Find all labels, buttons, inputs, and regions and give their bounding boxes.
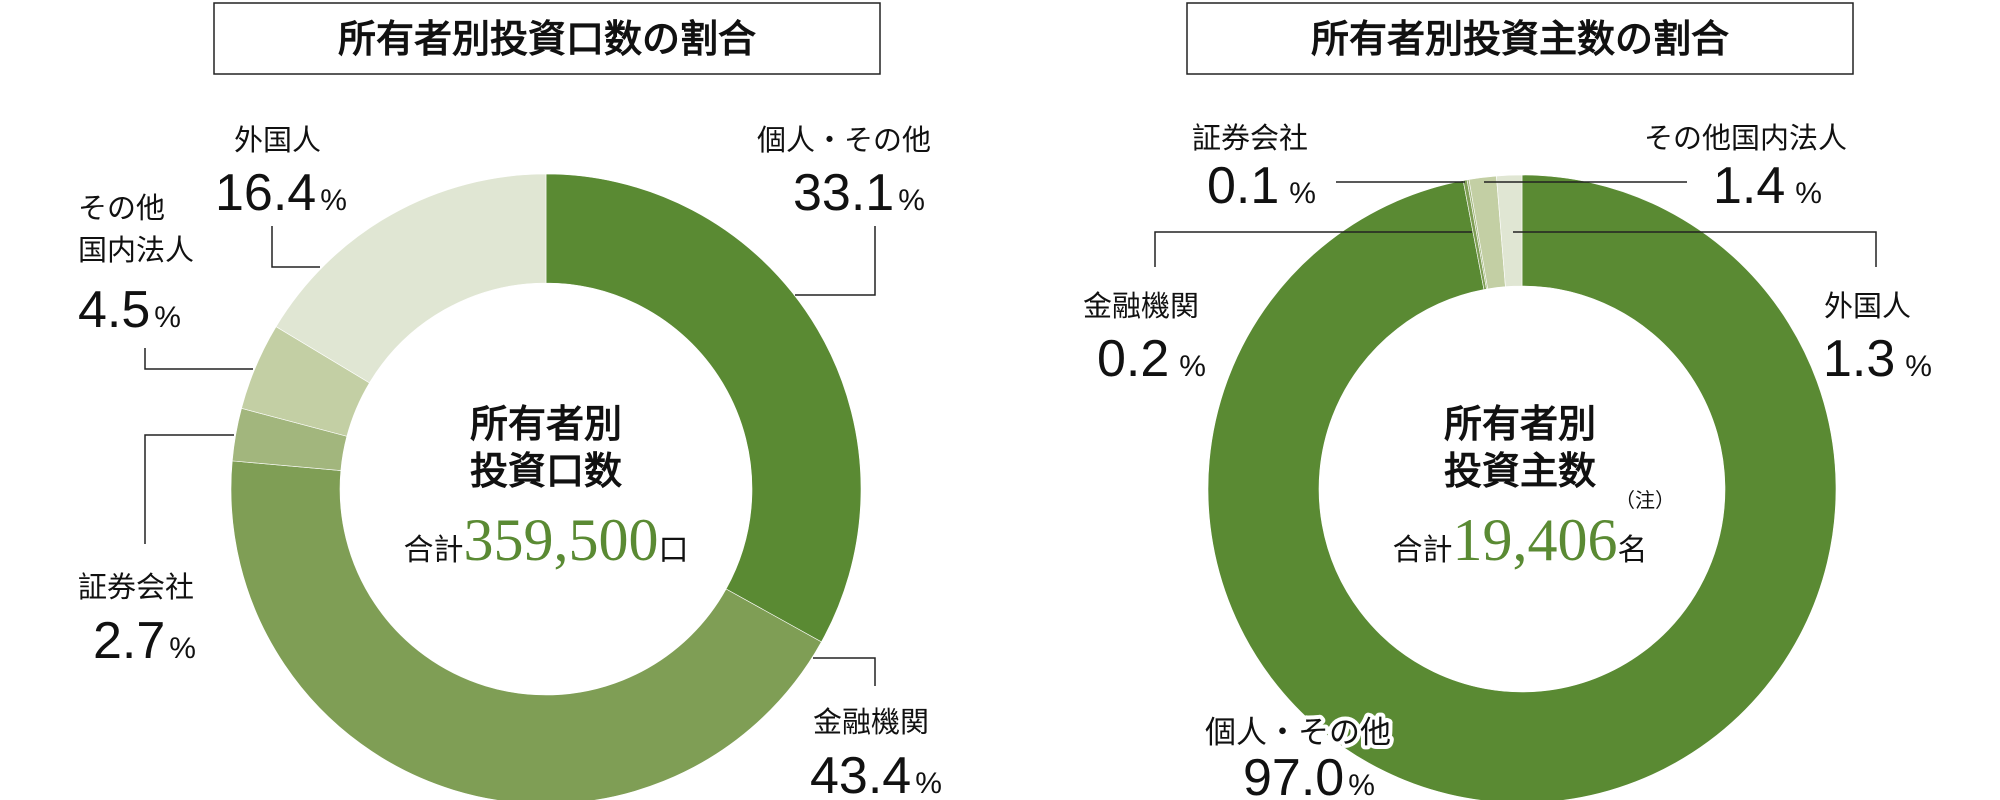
donut bbox=[230, 173, 862, 800]
unit: % bbox=[1905, 350, 1932, 383]
label-securities: 証券会社 bbox=[1192, 121, 1308, 155]
leader-line bbox=[1513, 231, 1877, 267]
value-label: 33.1 bbox=[793, 164, 894, 222]
total-value: 359,500 bbox=[464, 507, 659, 573]
unit: % bbox=[1179, 350, 1206, 383]
value-label: 43.4 bbox=[810, 747, 911, 800]
value-individuals: 33.1% bbox=[793, 164, 925, 222]
unit: % bbox=[154, 301, 181, 334]
total-unit: 名 bbox=[1618, 533, 1648, 568]
label-securities: 証券会社 bbox=[78, 570, 194, 604]
center-title-line1: 所有者別 bbox=[1444, 402, 1596, 446]
label-foreign: 外国人 bbox=[234, 123, 321, 157]
chart-investment-units: 所有者別投資口数の割合 所有者別 投資口数 合計359,500口 個人・その他 … bbox=[78, 2, 942, 800]
unit: % bbox=[898, 184, 925, 217]
value-other-domestic: 4.5% bbox=[78, 281, 181, 339]
unit: % bbox=[1795, 177, 1822, 210]
title-box bbox=[213, 2, 881, 75]
donut-slice-1 bbox=[230, 460, 822, 800]
title-box bbox=[1186, 2, 1854, 75]
label-financial: 金融機関 bbox=[1083, 289, 1199, 323]
unit: % bbox=[1289, 177, 1316, 210]
total: 合計19,406名 bbox=[1393, 507, 1648, 573]
center-title-line2: 投資口数 bbox=[470, 449, 622, 493]
unit: % bbox=[320, 184, 347, 217]
total-label: 合計 bbox=[404, 533, 464, 568]
total-unit: 口 bbox=[659, 533, 689, 568]
leader-line bbox=[144, 348, 253, 370]
label-individuals: 個人・その他 bbox=[1205, 715, 1391, 751]
label-other-domestic-line1: その他 bbox=[78, 191, 165, 225]
value-label: 2.7 bbox=[93, 612, 165, 670]
leader-line bbox=[144, 434, 234, 544]
center-title-line1: 所有者別 bbox=[470, 402, 622, 446]
value-label: 97.0 bbox=[1243, 749, 1344, 800]
total-label: 合計 bbox=[1393, 533, 1453, 568]
total: 合計359,500口 bbox=[404, 507, 689, 573]
label-other-domestic-line2: 国内法人 bbox=[78, 233, 194, 267]
value-label: 0.2 bbox=[1097, 330, 1169, 388]
value-foreign: 1.3% bbox=[1823, 330, 1932, 388]
chart-title: 所有者別投資主数の割合 bbox=[1311, 17, 1729, 61]
unit: % bbox=[169, 632, 196, 665]
donut bbox=[1207, 174, 1837, 800]
leader-line bbox=[795, 226, 876, 296]
label-individuals: 個人・その他 bbox=[757, 123, 931, 157]
value-label: 4.5 bbox=[78, 281, 150, 339]
label-financial: 金融機関 bbox=[813, 705, 929, 739]
value-label: 1.3 bbox=[1823, 330, 1895, 388]
value-label: 16.4 bbox=[215, 164, 316, 222]
label-other-domestic: その他国内法人 bbox=[1644, 121, 1847, 155]
value-foreign: 16.4% bbox=[215, 164, 347, 222]
donut-slice-0 bbox=[1207, 174, 1837, 800]
value-financial: 0.2% bbox=[1097, 330, 1206, 388]
note-mark: （注） bbox=[1615, 488, 1675, 512]
value-financial: 43.4% bbox=[810, 747, 942, 800]
chart-title: 所有者別投資口数の割合 bbox=[338, 17, 756, 61]
value-securities: 2.7% bbox=[93, 612, 196, 670]
leader-line bbox=[813, 657, 876, 686]
donut-slice-4 bbox=[275, 173, 547, 384]
label-foreign: 外国人 bbox=[1824, 289, 1911, 323]
center-title-line2: 投資主数 bbox=[1444, 449, 1596, 493]
value-other-domestic: 1.4% bbox=[1713, 157, 1822, 215]
value-label: 0.1 bbox=[1207, 157, 1279, 215]
value-individuals: 97.0% bbox=[1243, 749, 1375, 800]
value-label: 1.4 bbox=[1713, 157, 1785, 215]
leader-line bbox=[1154, 231, 1472, 267]
donut-slice-4 bbox=[1496, 174, 1523, 288]
leader-line bbox=[271, 226, 320, 268]
total-value: 19,406 bbox=[1453, 507, 1618, 573]
donut-slice-0 bbox=[545, 173, 862, 643]
unit: % bbox=[1348, 769, 1375, 800]
unit: % bbox=[915, 767, 942, 800]
value-securities: 0.1% bbox=[1207, 157, 1316, 215]
chart-investors: 所有者別投資主数の割合 所有者別 投資主数 （注） 合計19,406名 個人・そ… bbox=[1083, 2, 1932, 800]
